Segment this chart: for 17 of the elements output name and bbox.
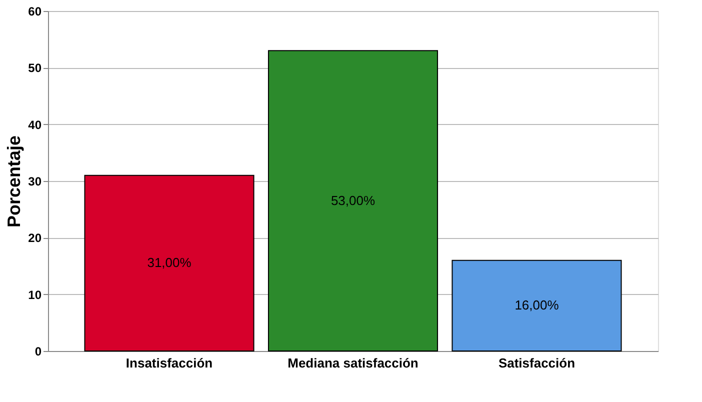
y-tick-label: 60	[28, 4, 42, 18]
x-tick-label: Insatisfacción	[126, 356, 213, 370]
bar	[268, 50, 438, 352]
data-label: 31,00%	[147, 255, 192, 270]
data-label: 53,00%	[330, 192, 376, 208]
bar	[452, 260, 622, 352]
y-tick-label: 30	[28, 174, 42, 188]
y-tick-label: 20	[28, 231, 42, 246]
bar	[84, 174, 254, 352]
data-label: 16,00%	[514, 298, 560, 313]
y-axis-title: Porcentaje	[4, 135, 24, 228]
y-tick-label: 40	[28, 118, 42, 132]
y-tick-label: 50	[28, 61, 42, 76]
x-tick-label: Satisfacción	[498, 356, 576, 370]
y-tick-label: 10	[28, 288, 42, 302]
y-tick-label: 0	[34, 344, 42, 358]
x-tick-label: Mediana satisfacción	[288, 356, 418, 370]
